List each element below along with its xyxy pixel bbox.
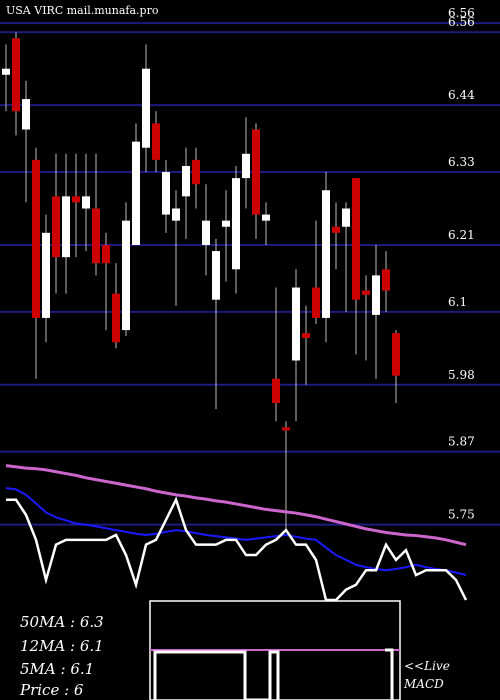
- y-tick-label: 5.98: [448, 368, 475, 382]
- moving-average-line: [5, 487, 467, 577]
- candle-body: [252, 129, 260, 215]
- candle-body: [202, 220, 210, 245]
- candle-body: [172, 208, 180, 221]
- candle-body: [312, 287, 320, 318]
- candle-body: [82, 196, 90, 209]
- candle-body: [92, 208, 100, 264]
- candle-body: [112, 293, 120, 343]
- candle-body: [22, 99, 30, 130]
- summary-text: 12MA : 6.1: [20, 637, 104, 655]
- candle-body: [122, 220, 130, 331]
- candle-body: [62, 196, 70, 258]
- candle-body: [32, 159, 40, 318]
- candle-body: [352, 178, 360, 300]
- summary-text: 50MA : 6.3: [20, 613, 104, 631]
- moving-average-line: [6, 496, 468, 602]
- candle-body: [222, 220, 230, 227]
- candle-body: [142, 68, 150, 148]
- candle-body: [182, 165, 190, 197]
- candle-body: [2, 68, 10, 75]
- candle-body: [362, 290, 370, 295]
- summary-text: 5MA : 6.1: [20, 660, 94, 678]
- y-tick-label: 6.21: [448, 228, 475, 242]
- candle-body: [12, 38, 20, 112]
- candle-body: [272, 378, 280, 404]
- macd-signal: [385, 648, 394, 700]
- y-tick-label: 5.87: [448, 435, 475, 449]
- candle-body: [212, 251, 220, 300]
- candle-body: [162, 172, 170, 215]
- candle-body: [392, 333, 400, 376]
- candle-body: [302, 333, 310, 338]
- candle-body: [232, 178, 240, 270]
- plot-area: 6.566.56 6.44 6.33 6.21 6.1 5.98 5.87 5.75: [0, 6, 500, 602]
- moving-average-line: [5, 464, 467, 547]
- candle-body: [132, 141, 140, 245]
- candle-body: [332, 226, 340, 233]
- macd-label: MACD: [403, 677, 444, 691]
- candle-body: [282, 427, 290, 431]
- y-tick-label: 6.56: [448, 6, 475, 20]
- candle-body: [242, 153, 250, 179]
- candle-body: [292, 287, 300, 361]
- candle-body: [322, 190, 330, 318]
- y-tick-label: 5.75: [448, 508, 475, 522]
- candle-body: [72, 196, 80, 203]
- candle-body: [372, 275, 380, 315]
- macd-line: [153, 650, 280, 700]
- candle-body: [382, 269, 390, 291]
- macd-label: <<Live: [404, 659, 450, 673]
- chart-title: USA VIRC mail.munafa.pro: [6, 4, 159, 17]
- candle-body: [342, 208, 350, 227]
- y-tick-label: 6.56: [448, 15, 475, 29]
- candle-body: [52, 196, 60, 258]
- candle-body: [152, 123, 160, 160]
- y-tick-label: 6.33: [448, 155, 475, 169]
- candle-body: [192, 159, 200, 185]
- y-tick-label: 6.1: [448, 295, 467, 309]
- candle-body: [102, 244, 110, 264]
- y-tick-label: 6.44: [448, 88, 475, 102]
- candle-body: [42, 232, 50, 318]
- summary-text: Price : 6: [19, 681, 84, 699]
- candle-body: [262, 214, 270, 221]
